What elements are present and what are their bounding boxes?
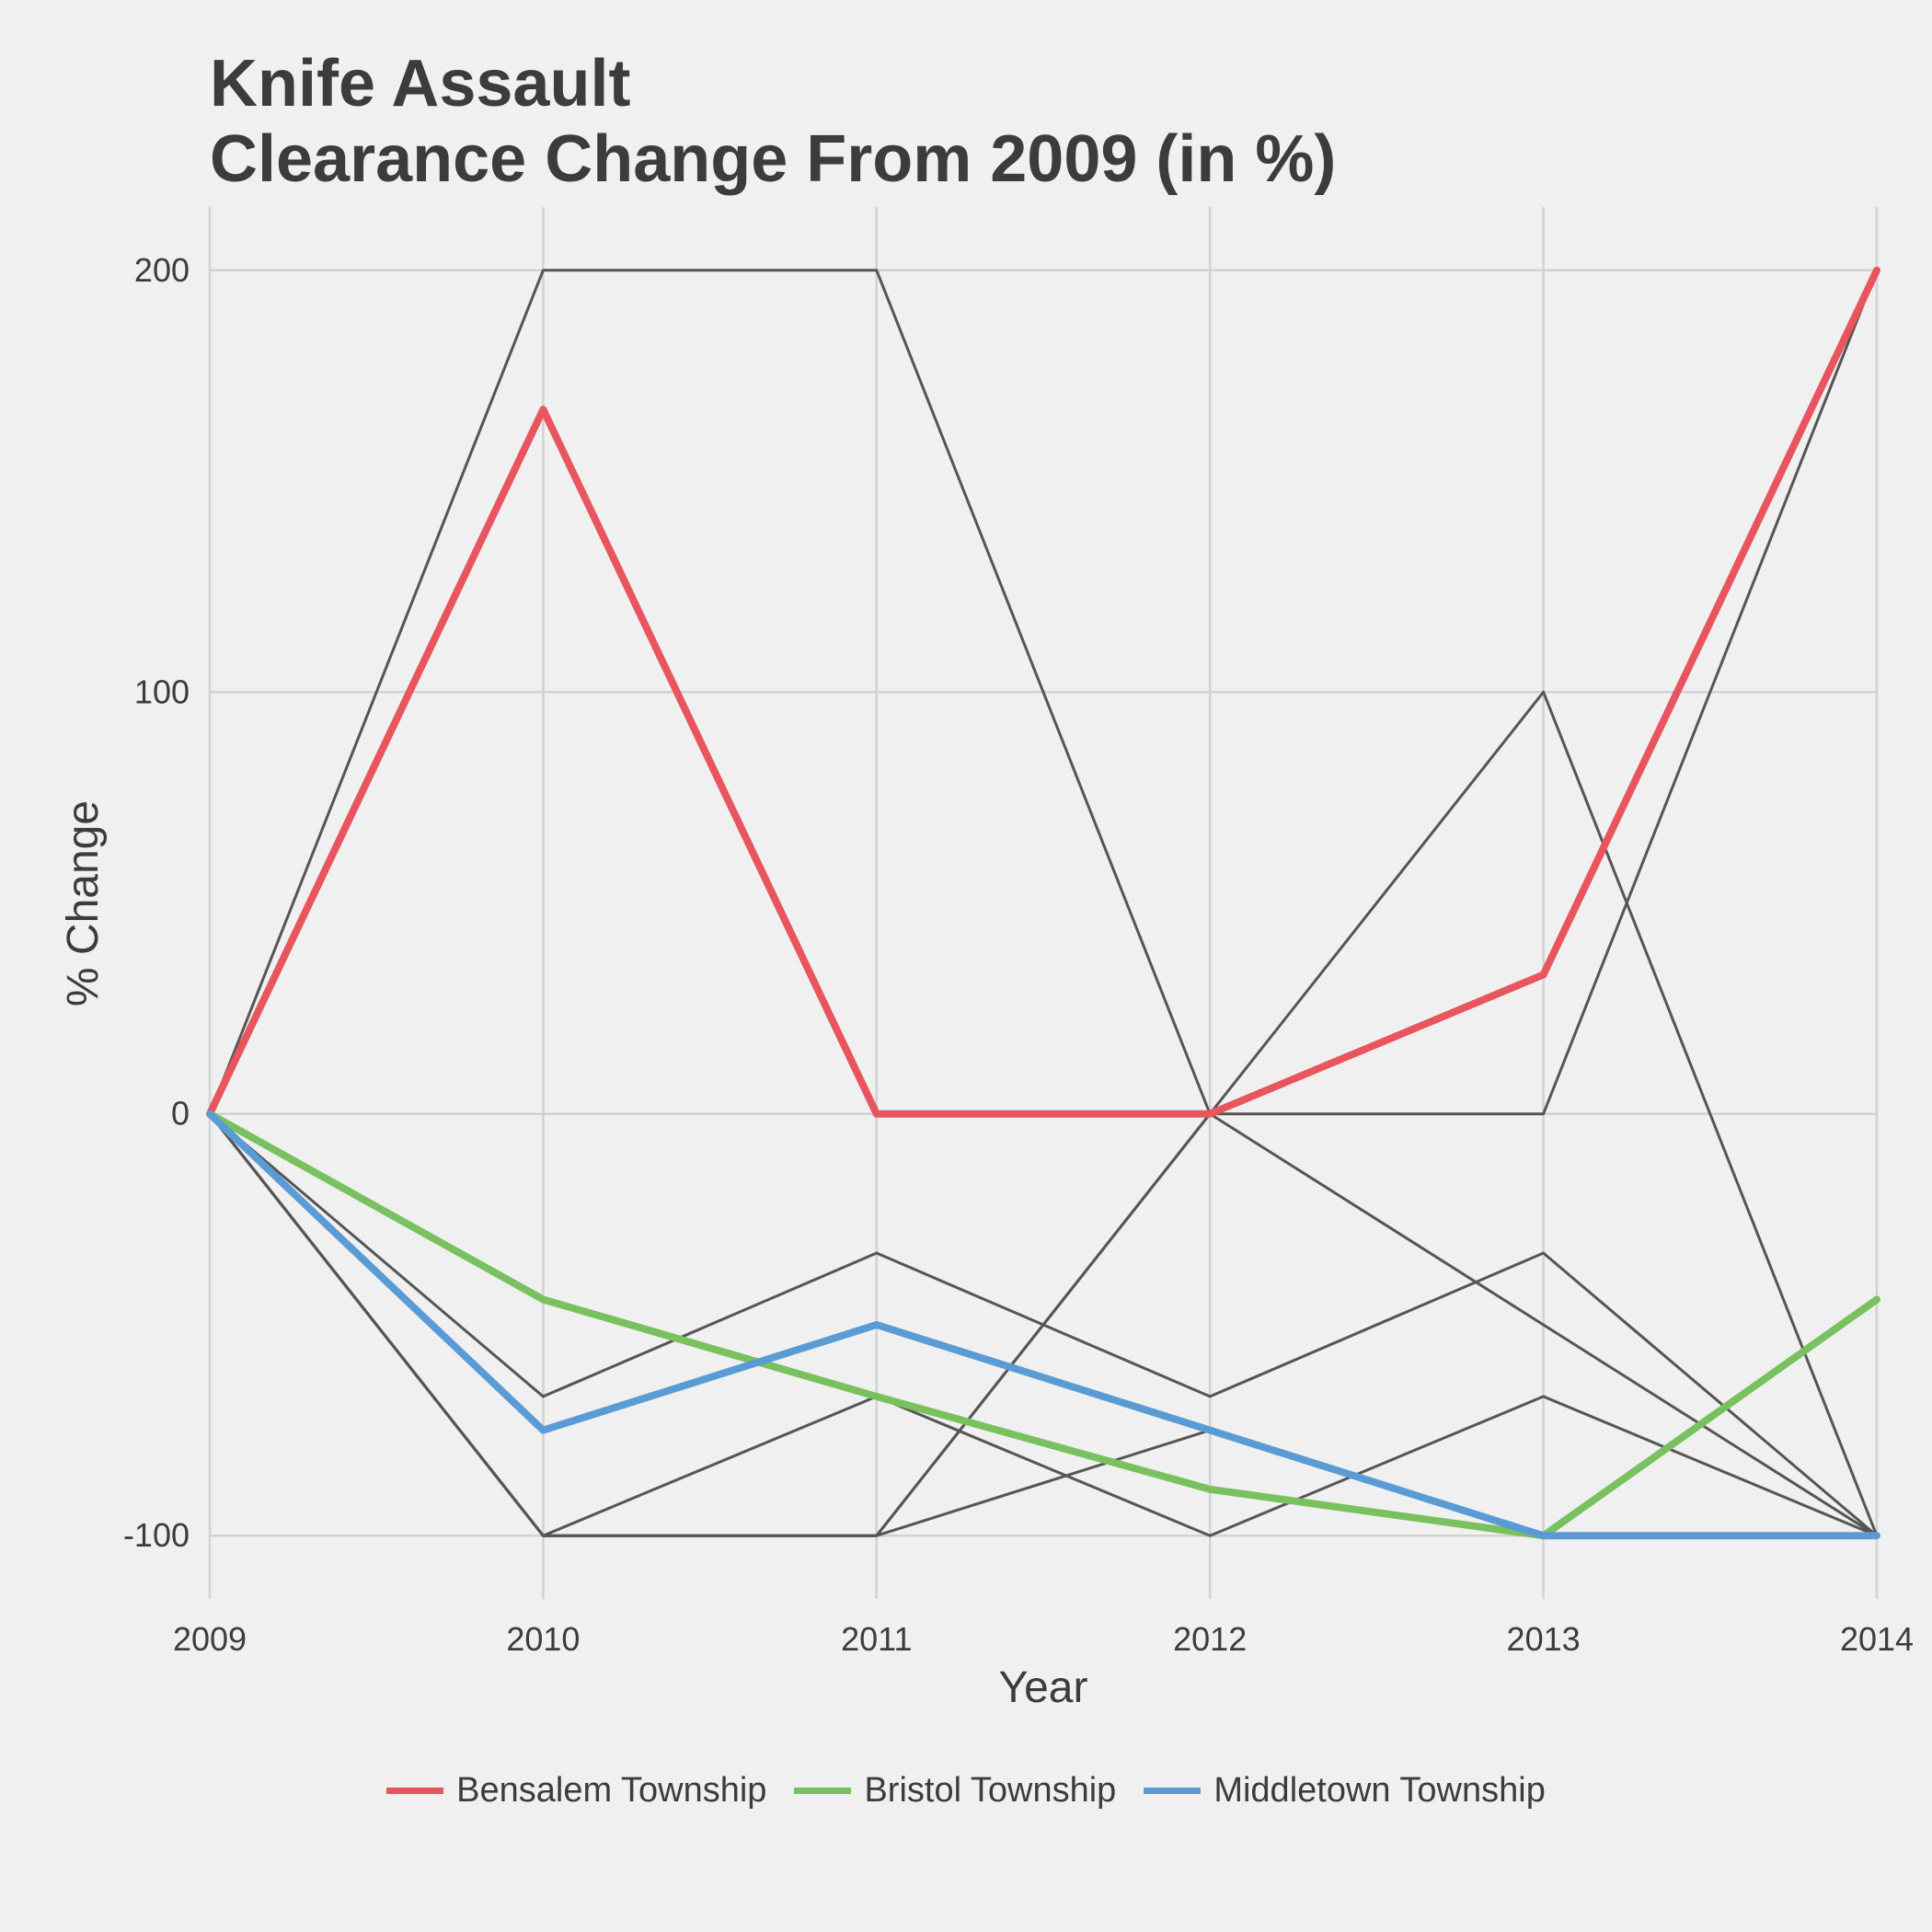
x-tick-label: 2013	[1507, 1620, 1581, 1658]
legend-swatch	[386, 1788, 444, 1794]
highlighted-series	[206, 266, 1880, 1540]
chart-title-line2: Clearance Change From 2009 (in %)	[210, 122, 1337, 196]
background-series-line	[208, 269, 1879, 1116]
y-axis-title: % Change	[59, 800, 108, 1006]
legend: Bensalem Township Bristol Township Middlet…	[0, 1771, 1932, 1811]
x-axis-title: Year	[999, 1663, 1088, 1712]
x-tick-label: 2010	[506, 1620, 580, 1658]
y-tick-label: 100	[134, 673, 190, 710]
y-tick-label: 200	[134, 251, 190, 289]
background-series-line	[208, 690, 1879, 1537]
y-tick-label: -100	[123, 1516, 190, 1554]
x-axis-ticks: 2009 2010 2011 2012 2013 2014	[173, 1620, 1914, 1658]
legend-swatch	[794, 1788, 852, 1794]
legend-label: Middletown Township	[1213, 1771, 1546, 1810]
legend-swatch	[1144, 1788, 1202, 1794]
legend-item: Bristol Township	[794, 1771, 1116, 1811]
y-axis-ticks: -100 0 100 200	[123, 251, 190, 1554]
legend-item: Middletown Township	[1144, 1771, 1546, 1811]
y-tick-label: 0	[171, 1095, 190, 1133]
legend-item: Bensalem Township	[386, 1771, 766, 1811]
series-line-bensalem-township	[206, 266, 1880, 1118]
x-tick-label: 2012	[1173, 1620, 1247, 1658]
chart-title-line1: Knife Assault	[210, 47, 631, 121]
series-line-bristol-township	[206, 1110, 1880, 1540]
legend-label: Bensalem Township	[456, 1771, 767, 1810]
x-tick-label: 2009	[173, 1620, 247, 1658]
background-series	[208, 269, 1879, 1537]
legend-label: Bristol Township	[864, 1771, 1117, 1810]
chart-title: Knife Assault Clearance Change From 2009…	[210, 46, 1336, 197]
x-tick-label: 2011	[841, 1620, 912, 1658]
series-line-middletown-township	[206, 1110, 1880, 1540]
x-tick-label: 2014	[1840, 1620, 1914, 1658]
